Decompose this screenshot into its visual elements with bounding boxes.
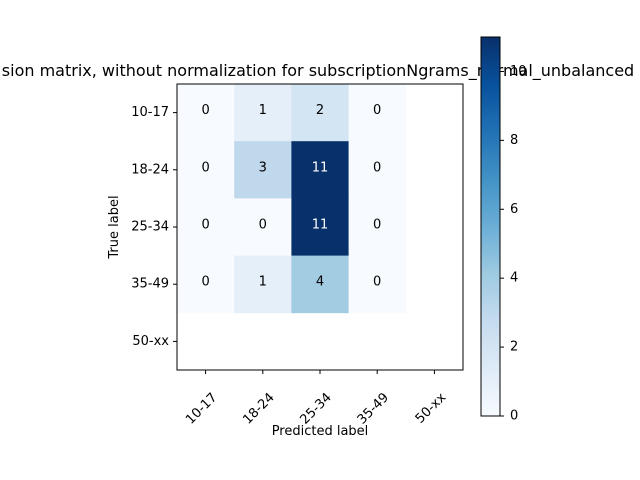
- cell-value-label: 4: [316, 275, 324, 290]
- cell-value-label: 1: [259, 103, 267, 118]
- y-axis-ticks: 10-17 18-24 25-34 35-49 50-xx: [131, 105, 177, 349]
- x-tick-label: 50-xx: [413, 390, 450, 427]
- colorbar-tick-label: 2: [510, 340, 518, 355]
- heatmap-cell: [177, 141, 235, 199]
- y-tick-label: 25-34: [131, 220, 169, 235]
- x-axis-ticks: 10-17 18-24 25-34 35-49 50-xx: [183, 370, 449, 428]
- x-tick-label: 10-17: [183, 390, 220, 427]
- cell-value-label: 0: [373, 275, 381, 290]
- colorbar-tick-label: 8: [510, 133, 518, 148]
- y-tick-label: 35-49: [131, 277, 169, 292]
- cell-value-label: 11: [312, 160, 329, 175]
- y-tick-label: 10-17: [131, 105, 169, 120]
- chart-title: sion matrix, without normalization for s…: [2, 61, 634, 81]
- y-axis-label: True label: [107, 195, 122, 259]
- heatmap-cell: [234, 84, 292, 142]
- colorbar-tick-label: 0: [510, 409, 518, 424]
- cell-value-label: 0: [201, 218, 209, 233]
- heatmap-cell: [177, 255, 235, 314]
- heatmap-cell: [348, 198, 407, 256]
- cell-value-label: 0: [201, 275, 209, 290]
- cell-value-label: 0: [201, 103, 209, 118]
- heatmap-cell: [348, 255, 407, 314]
- heatmap-cell-labels: 0 1 2 0 0 3 11 0 0 0 11 0 0 1 4 0: [201, 103, 381, 290]
- colorbar-tick-label: 10: [510, 64, 527, 79]
- heatmap-cell: [291, 141, 349, 199]
- colorbar-tick-label: 4: [510, 271, 518, 286]
- x-tick-label: 25-34: [298, 390, 335, 427]
- heatmap-cell: [291, 255, 349, 314]
- cell-value-label: 3: [259, 160, 267, 175]
- cell-value-label: 0: [201, 160, 209, 175]
- heatmap-cell: [291, 84, 349, 142]
- cell-value-label: 0: [373, 103, 381, 118]
- heatmap-cell: [234, 141, 292, 199]
- x-axis-label: Predicted label: [272, 424, 369, 439]
- cell-value-label: 0: [373, 218, 381, 233]
- heatmap-cell: [234, 198, 292, 256]
- cell-value-label: 0: [259, 218, 267, 233]
- heatmap-cell: [177, 84, 235, 142]
- heatmap-cell: [348, 141, 407, 199]
- x-tick-label: 18-24: [240, 390, 277, 427]
- y-tick-label: 50-xx: [132, 334, 169, 349]
- y-tick-label: 18-24: [131, 162, 169, 177]
- cell-value-label: 2: [316, 103, 324, 118]
- colorbar: [480, 36, 501, 417]
- heatmap-cell: [234, 255, 292, 314]
- heatmap-cell: [348, 84, 407, 142]
- colorbar-ticks: 0 2 4 6 8 10: [500, 64, 527, 424]
- cell-value-label: 0: [373, 160, 381, 175]
- colorbar-tick-label: 6: [510, 202, 518, 217]
- heatmap-cells: [177, 84, 407, 314]
- cell-value-label: 11: [312, 218, 329, 233]
- cell-value-label: 1: [259, 275, 267, 290]
- x-tick-label: 35-49: [355, 390, 392, 427]
- heatmap-cell: [291, 198, 349, 256]
- heatmap-cell: [177, 198, 235, 256]
